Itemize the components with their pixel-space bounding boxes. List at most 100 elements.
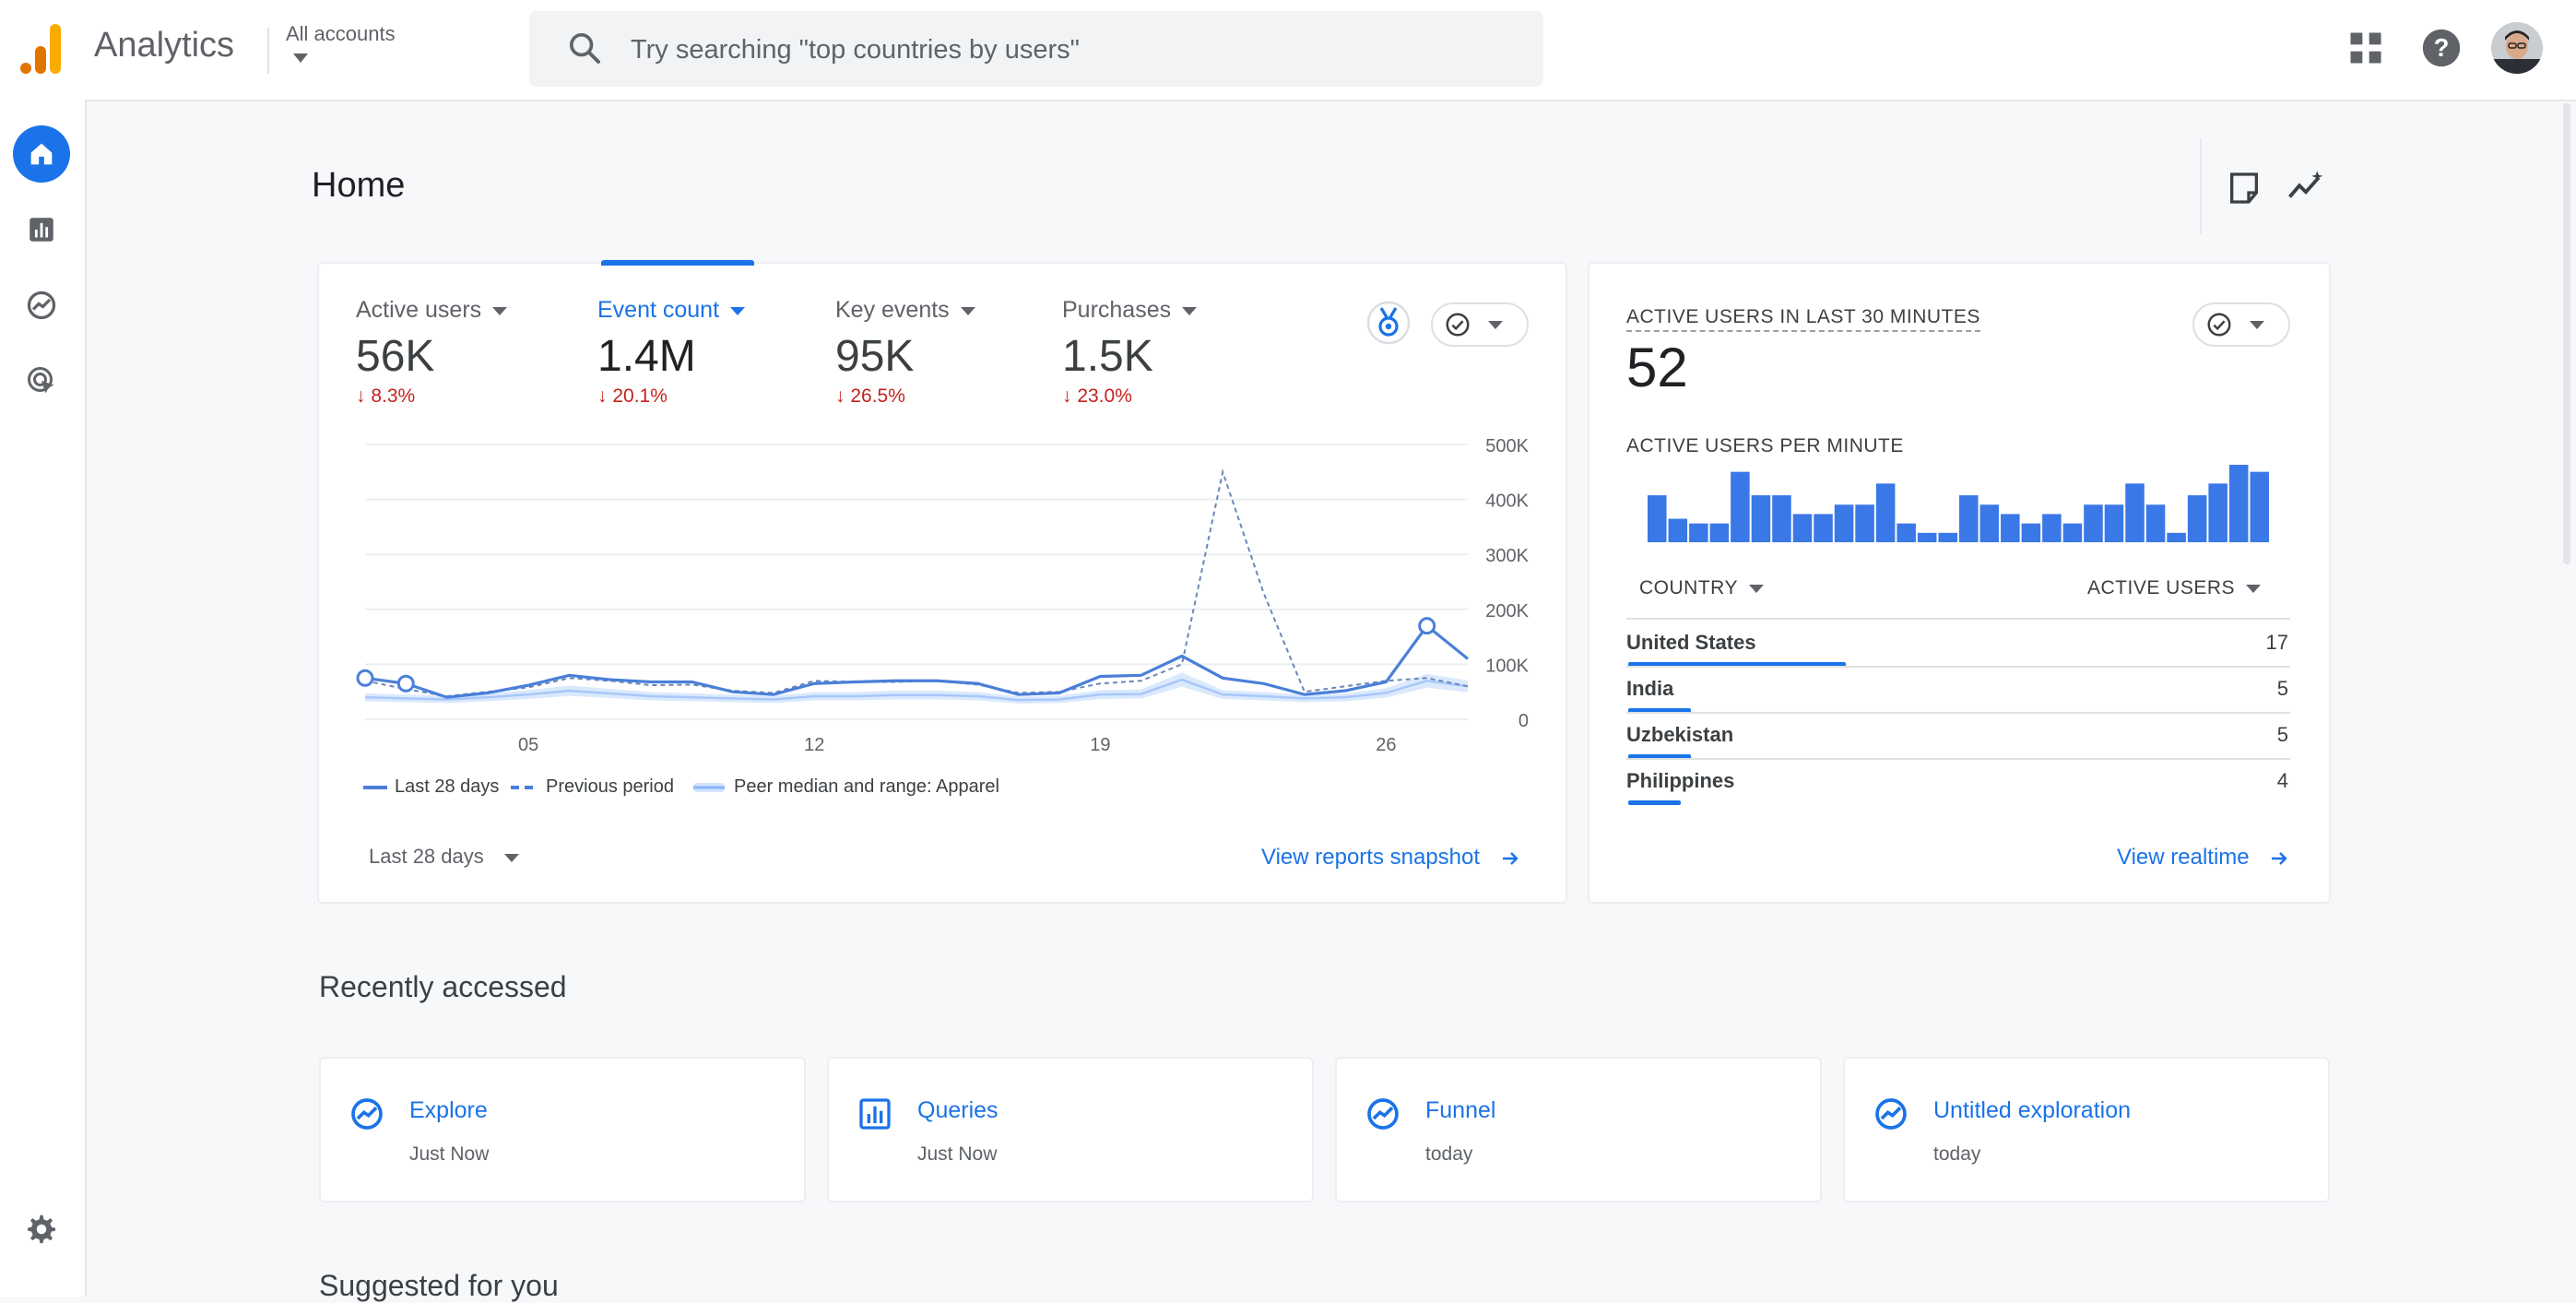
metric-value: 1.5K [1062, 332, 1153, 381]
minute-bar [1689, 523, 1708, 542]
recent-item-title: Explore [409, 1097, 488, 1123]
column-label: ACTIVE USERS [2087, 577, 2236, 598]
date-range-label: Last 28 days [369, 845, 484, 868]
chevron-down-icon [1488, 320, 1503, 329]
metric-delta: 20.1% [612, 385, 668, 407]
recent-item[interactable]: Explore Just Now [319, 1057, 806, 1202]
metric-label: Event count [597, 297, 720, 323]
realtime-compare-dropdown[interactable] [2192, 302, 2290, 347]
x-tick-label: 19 [1090, 735, 1110, 755]
active-tab-indicator [601, 260, 754, 266]
series-line-peer-median [364, 678, 1469, 702]
metric-value: 56K [356, 332, 435, 381]
account-selector-label[interactable]: All accounts [286, 22, 396, 45]
chevron-down-icon [960, 306, 975, 315]
country-value: 4 [2276, 769, 2288, 792]
metric-event-count[interactable]: Event count 1.4M ↓ 20.1% [597, 297, 746, 408]
country-name: United States [1626, 631, 1756, 654]
help-icon[interactable]: ? [2421, 28, 2462, 68]
avatar[interactable] [2491, 22, 2543, 74]
page-title: Home [312, 166, 406, 205]
insights-icon[interactable] [2286, 168, 2325, 207]
y-tick-label: 400K [1485, 492, 1529, 512]
view-realtime-link[interactable]: View realtime [2117, 845, 2290, 871]
arrow-down-icon: ↓ [1062, 385, 1072, 407]
column-label: COUNTRY [1639, 577, 1738, 598]
view-reports-snapshot-link[interactable]: View reports snapshot [1261, 845, 1521, 871]
apps-grid-icon[interactable] [2346, 28, 2386, 68]
recent-item[interactable]: Queries Just Now [827, 1057, 1314, 1202]
legend-band-line [693, 782, 725, 792]
divider [1626, 758, 2290, 760]
metric-label: Active users [356, 297, 482, 323]
country-name: Philippines [1626, 769, 1735, 792]
search-icon [570, 33, 600, 64]
top-bar: Analytics All accounts ? [0, 0, 2576, 101]
recent-item[interactable]: Untitled exploration today [1843, 1057, 2330, 1202]
minute-bar [2167, 532, 2186, 542]
metric-key-events[interactable]: Key events 95K ↓ 26.5% [835, 297, 975, 408]
bar-chart-icon [30, 218, 53, 242]
minute-bar [2001, 514, 2020, 542]
metric-value: 1.4M [597, 332, 696, 381]
compare-dropdown[interactable] [1431, 302, 1529, 347]
nav-admin[interactable] [13, 1201, 70, 1258]
x-tick-label: 26 [1376, 735, 1396, 755]
metric-active-users[interactable]: Active users 56K ↓ 8.3% [356, 297, 508, 408]
legend-last-28-days: Last 28 days [363, 776, 499, 798]
check-circle-icon [1446, 313, 1470, 337]
per-minute-chart [1648, 465, 2269, 542]
advertising-icon [28, 367, 54, 394]
minute-bar [2062, 523, 2083, 542]
series-line-previous-period [364, 468, 1469, 697]
chevron-down-icon [2250, 320, 2264, 329]
benchmark-badge-icon[interactable] [1366, 301, 1411, 345]
nav-advertising[interactable] [13, 352, 70, 409]
arrow-down-icon: ↓ [835, 385, 845, 407]
notes-icon[interactable] [2226, 170, 2263, 207]
y-tick-label: 200K [1485, 601, 1529, 622]
legend-dashed-line [511, 785, 538, 789]
recent-item-time: today [1933, 1143, 1981, 1165]
legend-label: Last 28 days [395, 776, 500, 797]
realtime-card [1588, 262, 2331, 904]
x-tick-label: 12 [804, 735, 824, 755]
legend-label: Previous period [546, 776, 674, 797]
active-users-column-header[interactable]: ACTIVE USERS [2087, 577, 2262, 599]
svg-text:?: ? [2434, 33, 2450, 62]
explore-icon [1875, 1098, 1907, 1130]
nav-reports[interactable] [13, 201, 70, 258]
metric-value: 95K [835, 332, 915, 381]
minute-bar [1751, 495, 1771, 542]
metric-delta: 23.0% [1077, 385, 1132, 407]
date-range-selector[interactable]: Last 28 days [369, 845, 519, 869]
y-tick-label: 500K [1485, 436, 1529, 456]
nav-explore[interactable] [13, 277, 70, 334]
search-input[interactable] [629, 28, 1462, 72]
chevron-down-icon [730, 306, 746, 315]
metric-label: Key events [835, 297, 950, 323]
metric-purchases[interactable]: Purchases 1.5K ↓ 23.0% [1062, 297, 1198, 408]
scrollbar[interactable] [2563, 103, 2570, 564]
legend-peer-median: Peer median and range: Apparel [693, 776, 999, 798]
legend-solid-line [363, 785, 387, 789]
arrow-down-icon: ↓ [597, 385, 608, 407]
y-tick-label: 0 [1518, 711, 1529, 731]
metric-delta: 8.3% [371, 385, 416, 407]
chevron-down-icon[interactable] [293, 53, 308, 63]
arrow-right-icon [1502, 851, 1518, 865]
minute-bar [1792, 514, 1813, 542]
search-bar[interactable] [529, 11, 1543, 87]
minute-bar [2208, 483, 2227, 542]
country-column-header[interactable]: COUNTRY [1639, 577, 1764, 599]
minute-bar [1917, 532, 1937, 542]
home-icon [30, 143, 53, 165]
minute-bar [1855, 504, 1874, 542]
x-tick-sublabel: Oct [514, 755, 544, 756]
analytics-logo[interactable] [20, 24, 63, 74]
series-line-last-28-days [364, 623, 1470, 699]
nav-home[interactable] [13, 125, 70, 183]
legend-label: Peer median and range: Apparel [734, 776, 999, 797]
recent-item[interactable]: Funnel today [1335, 1057, 1822, 1202]
minute-bar [1648, 495, 1667, 542]
